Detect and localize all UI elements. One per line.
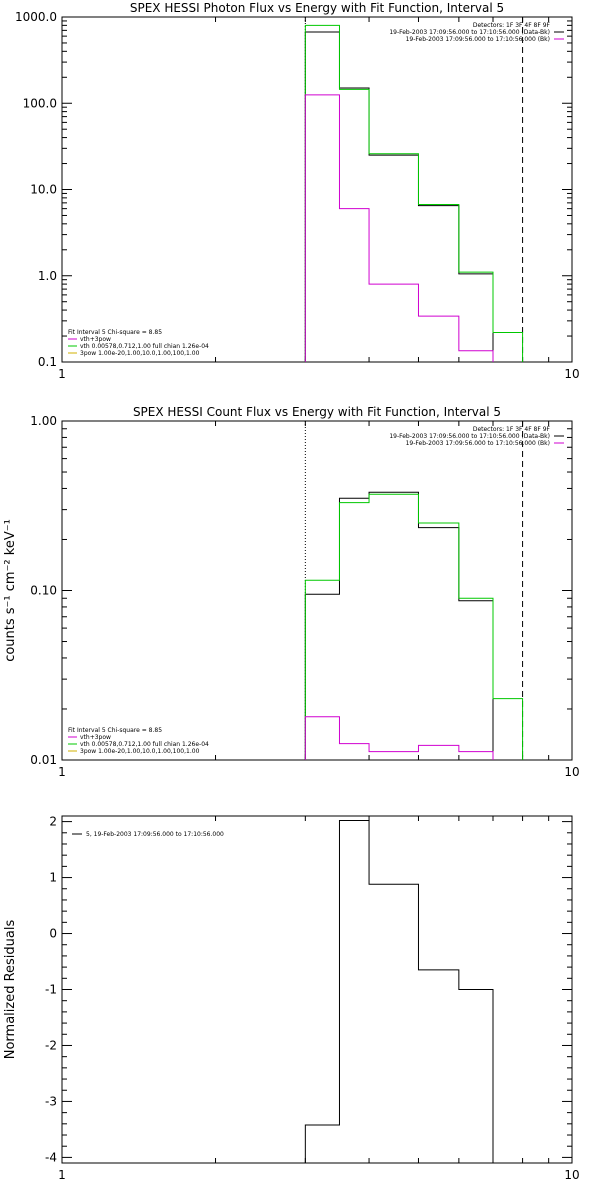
- legend-bottom-entry: Fit Interval 5 Chi-square = 8.85: [68, 727, 162, 734]
- legend-bottom-entry: vth 0.00578,0.712,1.00 full chian 1.26e-…: [80, 343, 209, 350]
- legend-bottom-entry: 3pow 1.00e-20,1.00,10.0,1.00,100,1.00: [80, 748, 200, 755]
- y-tick-label: 1.00: [30, 414, 57, 428]
- y-tick-label: 1000.0: [15, 10, 57, 24]
- legend-top-entry: Detectors: 1F 3F 4F 8F 9F: [473, 22, 551, 29]
- series-2-step-line: [304, 24, 524, 362]
- y-tick-label: -4: [45, 1150, 57, 1164]
- x-tick-label: 10: [564, 367, 579, 381]
- legend-bottom-entry: 3pow 1.00e-20,1.00,10.0,1.00,100,1.00: [80, 350, 200, 357]
- legend-top-entry: 19-Feb-2003 17:09:56.000 to 17:10:56.000…: [389, 29, 550, 36]
- legend-bottom-entry: vth+3pow: [80, 734, 111, 741]
- legend-top-entry: 19-Feb-2003 17:09:56.000 to 17:10:56.000…: [406, 440, 550, 447]
- y-tick-label: 0: [49, 927, 57, 941]
- y-axis-label: Normalized Residuals: [3, 920, 18, 1060]
- series-1-step-line: [304, 491, 494, 760]
- legend-top-entry: 19-Feb-2003 17:09:56.000 to 17:10:56.000…: [389, 433, 550, 440]
- y-tick-label: -3: [45, 1094, 57, 1108]
- series-3-step-line: [304, 94, 494, 362]
- y-axis-label: counts s⁻¹ cm⁻² keV⁻¹: [3, 519, 18, 662]
- y-tick-label: -2: [45, 1038, 57, 1052]
- y-tick-label: 100.0: [23, 96, 57, 110]
- y-tick-label: 1: [49, 871, 57, 885]
- chart-title: SPEX HESSI Count Flux vs Energy with Fit…: [133, 405, 501, 419]
- series-3-step-line: [304, 716, 494, 760]
- chart-title: SPEX HESSI Photon Flux vs Energy with Fi…: [130, 1, 504, 15]
- panel-1: SPEX HESSI Photon Flux vs Energy with Fi…: [15, 1, 580, 381]
- series-1-step-line: [304, 819, 494, 1163]
- y-tick-label: 10.0: [30, 183, 57, 197]
- panel-2: SPEX HESSI Count Flux vs Energy with Fit…: [3, 405, 580, 779]
- x-tick-label: 1: [58, 765, 66, 779]
- y-tick-label: 0.01: [30, 753, 57, 767]
- legend-top-entry: Detectors: 1F 3F 4F 8F 9F: [473, 426, 551, 433]
- legend-top-entry: 19-Feb-2003 17:09:56.000 to 17:10:56.000…: [406, 36, 550, 43]
- series-2-step-line: [304, 493, 524, 760]
- x-tick-label: 1: [58, 1168, 66, 1182]
- x-tick-label: 1: [58, 367, 66, 381]
- legend-bottom-entry: Fit Interval 5 Chi-square = 8.85: [68, 329, 162, 336]
- y-tick-label: -1: [45, 983, 57, 997]
- x-tick-label: 10: [564, 765, 579, 779]
- y-tick-label: 2: [49, 815, 57, 829]
- y-tick-label: 0.10: [30, 584, 57, 598]
- series-1-step-line: [304, 31, 494, 362]
- legend-residual-entry: 5, 19-Feb-2003 17:09:56.000 to 17:10:56.…: [86, 831, 224, 838]
- legend-bottom-entry: vth+3pow: [80, 336, 111, 343]
- y-tick-label: 1.0: [38, 269, 57, 283]
- x-tick-label: 10: [564, 1168, 579, 1182]
- y-tick-label: 0.1: [38, 355, 57, 369]
- legend-bottom-entry: vth 0.00578,0.712,1.00 full chian 1.26e-…: [80, 741, 209, 748]
